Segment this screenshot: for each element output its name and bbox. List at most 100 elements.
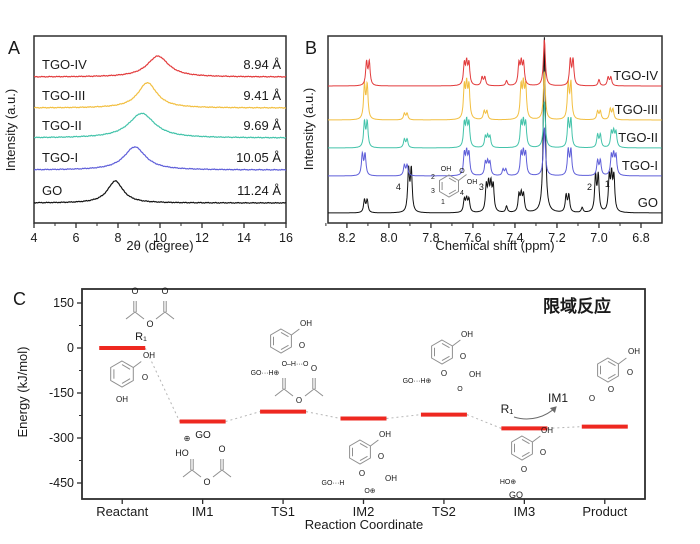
energy-structure-0: O O O R₁ [125,286,175,343]
energy-connector [466,414,502,429]
ring-double-bond [359,442,368,449]
nmr-trace-GO [328,37,662,214]
ring-double-bond [521,438,530,445]
anhydride-skeleton [212,469,232,478]
structure-label: O [457,386,463,393]
ring-double-bond [280,344,289,351]
energy-y-tick-label: -300 [49,431,74,445]
xrd-dspacing-TGO-II: 9.69 Å [243,118,281,133]
im1-annotation: IM1 [548,391,568,405]
r1-annotation: R₁ [501,402,514,416]
xrd-chart: 4 6 8 10 12 14 16 GO 11.24 Å TGO-I 10.05 Å TGO-II 9.… [31,35,293,245]
nmr-x-tick-label: 7.0 [590,231,607,245]
structure-label: ⊕ [184,434,191,443]
r1-to-im1-arrow [513,406,557,420]
nmr-trace-TGO-IV [328,39,662,87]
structure-label: OH [116,395,128,404]
xrd-dspacing-TGO-IV: 8.94 Å [243,57,281,72]
xrd-x-tick-label: 10 [153,231,167,245]
xrd-curve-GO [34,180,286,204]
substituent-bond [132,361,142,368]
xrd-x-tick-label: 6 [73,231,80,245]
energy-category-label-Reactant: Reactant [96,504,148,519]
structure-label: O [161,286,168,296]
energy-connector [144,347,181,422]
structure-label: O [627,368,633,377]
energy-y-tick-label: 150 [53,296,74,310]
nmr-series-label-TGO-III: TGO-III [615,102,658,117]
energy-x-axis-title: Reaction Coordinate [305,517,424,532]
structure-label: OH [441,166,452,173]
energy-structure-4: OO [274,364,324,405]
nmr-trace-TGO-II [328,101,662,149]
energy-connector [547,426,582,429]
energy-category-label-IM3: IM3 [514,504,536,519]
energy-category-label-TS1: TS1 [271,504,295,519]
energy-category-label-IM1: IM1 [192,504,214,519]
panel-c-letter: C [13,289,26,309]
energy-category-label-Product: Product [582,504,627,519]
energy-connector [305,411,341,419]
structure-label: O⊕ [364,488,375,495]
substituent-bond [291,328,300,336]
structure-label: GO···H⊕ [403,378,432,385]
structure-label: O [131,286,138,296]
structure-label: HO⊕ [500,479,516,486]
ring-double-bond [441,355,450,362]
panel-a-letter: A [8,38,20,58]
substituent-bond [452,339,461,347]
ring-double-bond [441,342,450,349]
xrd-curve-TGO-I [34,146,286,171]
ring-double-bond [359,455,368,462]
energy-y-tick-label: -450 [49,476,74,490]
xrd-x-tick-label: 12 [195,231,209,245]
energy-diagram: 150 0 -150 -300 -450 Reactant IM1 TS1 IM2 TS2 IM3 P… [49,286,646,519]
structure-label: O [441,369,447,378]
xrd-curve-TGO-II [34,112,286,139]
xrd-series-label-GO: GO [42,183,62,198]
nmr-go-peak-number-3: 3 [479,182,484,192]
nmr-traces [328,37,662,214]
structure-label: OH [469,370,481,379]
nmr-series-label-GO: GO [638,195,658,210]
ring-double-bond [280,331,289,338]
xrd-series-label-TGO-IV: TGO-IV [42,57,87,72]
nmr-go-peak-number-4: 4 [396,182,401,192]
xrd-x-tick-label: 16 [279,231,293,245]
nmr-go-peak-number-1: 1 [605,179,610,189]
nmr-x-tick-label: 6.8 [632,231,649,245]
structure-label: OH [300,319,312,328]
nmr-plot-frame [327,35,663,224]
nmr-x-tick-label: 7.2 [548,231,565,245]
nmr-series-label-TGO-I: TGO-I [622,158,658,173]
structure-label: O [378,452,384,461]
structure-label: 3 [431,188,435,195]
xrd-curve-TGO-III [34,81,286,109]
structure-label: O [460,352,466,361]
structure-label: 1 [441,199,445,206]
nmr-x-tick-label: 8.0 [380,231,397,245]
ring-double-bond [521,451,530,458]
structure-label: O [146,319,153,329]
nmr-series-label-TGO-II: TGO-II [618,130,658,145]
nmr-trace-TGO-I [328,127,662,177]
structure-label: O [608,385,614,394]
energy-structure-2: ⊕ GO HO O O [175,430,232,487]
xrd-dspacing-TGO-I: 10.05 Å [236,150,281,165]
xrd-curve-TGO-IV [34,55,286,78]
structure-label: OH [143,351,155,360]
structure-label: 2 [431,174,435,181]
xrd-curves [34,55,286,204]
structure-label: HO [175,448,189,458]
energy-structure-1: OH O OH [110,351,155,404]
structure-label: 4 [460,190,464,197]
ring-double-bond [121,378,131,384]
nmr-x-axis-title: Chemical shift (ppm) [435,238,554,253]
energy-structure-8: OH O O O [589,347,640,403]
ring-double-bond [448,177,457,183]
structure-label: O [299,341,305,350]
structure-label: GO···H [322,480,345,487]
